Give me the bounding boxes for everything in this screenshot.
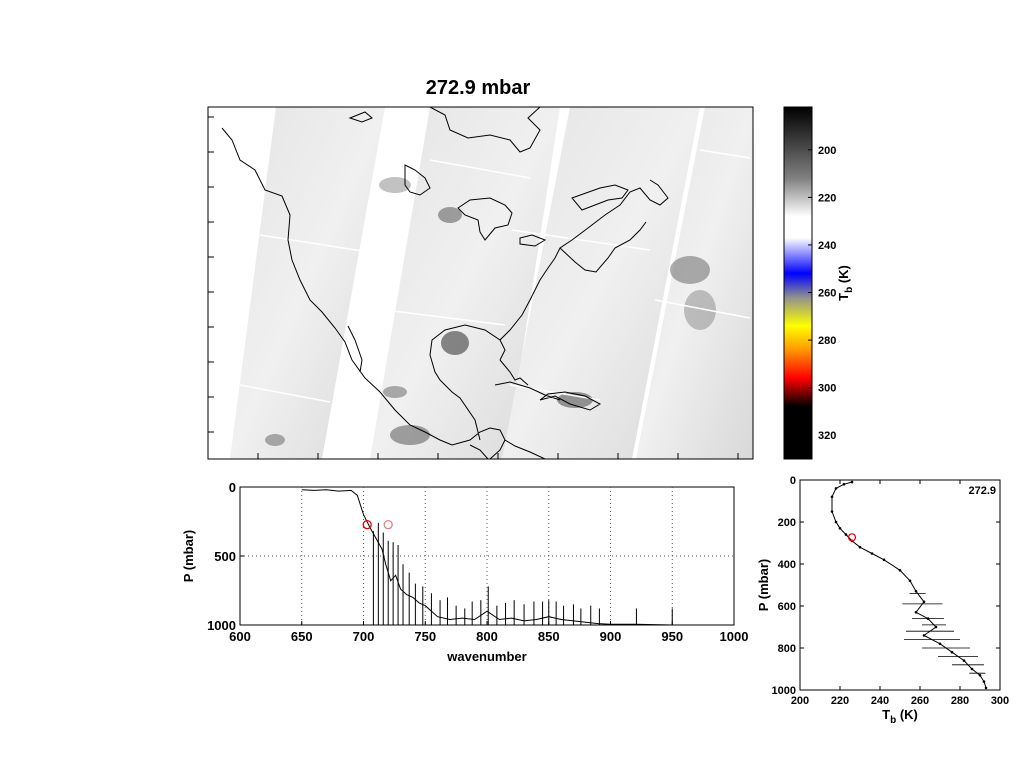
profile-point <box>962 659 966 662</box>
spectrum-x-tick-label: 600 <box>229 629 251 644</box>
profile-point <box>908 579 912 583</box>
coastline <box>221 107 669 459</box>
spectrum-x-tick-label: 900 <box>600 629 622 644</box>
profile-y-tick-label: 800 <box>778 643 796 655</box>
colorbar: 200 220 240 260 280 300 320 Tb (K) <box>783 106 855 460</box>
profile-point <box>838 527 842 530</box>
profile-marker <box>847 533 857 542</box>
profile-point <box>858 545 862 549</box>
colorbar-tick-label: 280 <box>818 335 836 347</box>
profile-point <box>850 480 854 484</box>
swath-1 <box>230 107 385 459</box>
profile-plot <box>830 480 988 690</box>
colorbar-tick-label: 300 <box>818 383 836 395</box>
spectrum-x-tick-label: 750 <box>414 629 436 644</box>
profile-point <box>950 650 954 654</box>
profile-point <box>934 625 938 629</box>
spectrum-y-label: P (mbar) <box>181 530 196 583</box>
spectrum-x-label: wavenumber <box>446 649 526 664</box>
profile-y-tick-label: 200 <box>778 517 796 529</box>
spectrum-x-tick-label: 700 <box>353 629 375 644</box>
profile-x-tick-label: 240 <box>871 695 889 707</box>
profile-x-label: Tb (K) <box>882 707 918 726</box>
profile-y-label: P (mbar) <box>756 559 771 612</box>
profile-point <box>842 482 846 486</box>
profile-y-tick-label: 1000 <box>772 685 796 697</box>
colorbar-label: Tb (K) <box>836 265 855 301</box>
profile-x-tick-label: 200 <box>791 695 809 707</box>
satellite-swaths <box>221 107 753 459</box>
spectrum-marker <box>383 520 393 530</box>
spectrum-grid <box>240 487 734 625</box>
spectrum-y-tick-label: 500 <box>214 549 236 564</box>
spectrum-x-tick-label: 850 <box>538 629 560 644</box>
profile-point <box>834 520 838 524</box>
profile-point <box>922 600 926 604</box>
profile-y-tick-label: 0 <box>790 475 796 487</box>
profile-point <box>870 552 874 555</box>
profile-x-tick-label: 260 <box>911 695 929 707</box>
profile-point <box>978 674 982 677</box>
profile-y-ticks: 0 200 400 600 800 1000 <box>772 475 1000 697</box>
profile-x-ticks: 200 220 240 260 280 300 <box>791 480 1009 707</box>
profile-point <box>970 667 974 671</box>
profile-chart: 200 220 240 260 280 300 0 200 400 600 800 1000 272… <box>756 475 1009 726</box>
colorbar-tick-label: 200 <box>818 145 836 157</box>
profile-point <box>844 533 848 536</box>
spectrum-x-tick-label: 650 <box>291 629 313 644</box>
profile-point <box>882 558 886 562</box>
map-left-ticks <box>208 116 214 433</box>
profile-x-tick-label: 220 <box>831 695 849 707</box>
profile-point <box>982 680 986 683</box>
chart-title: 272.9 mbar <box>426 77 531 99</box>
profile-x-tick-label: 300 <box>991 695 1009 707</box>
spectrum-y-tick-label: 1000 <box>207 618 236 633</box>
profile-y-tick-label: 400 <box>778 559 796 571</box>
colorbar-tick-label: 320 <box>818 430 836 442</box>
profile-point <box>898 569 902 572</box>
spectrum-x-tick-label: 800 <box>476 629 498 644</box>
swath-3 <box>502 107 700 459</box>
profile-point <box>830 495 834 499</box>
spectrum-x-ticks: 600 650 700 750 800 850 900 950 1000 <box>229 621 748 644</box>
profile-point <box>922 634 926 637</box>
map-bottom-ticks <box>257 453 739 459</box>
spectrum-plot <box>301 489 734 626</box>
colorbar-ticks: 200 220 240 260 280 300 320 <box>808 145 836 442</box>
colorbar-tick-label: 260 <box>818 288 836 300</box>
profile-point <box>830 510 834 513</box>
colorbar-tick-label: 220 <box>818 192 836 204</box>
swath-2 <box>370 107 560 459</box>
colorbar-gradient <box>783 106 813 460</box>
spectrum-marker <box>362 520 372 530</box>
colorbar-tick-label: 240 <box>818 240 836 252</box>
profile-x-tick-label: 280 <box>951 695 969 707</box>
profile-point <box>914 611 918 614</box>
satellite-map <box>207 106 754 460</box>
spectrum-x-tick-label: 1000 <box>720 629 749 644</box>
spectrum-chart: 600 650 700 750 800 850 900 950 1000 0 500 1000 wa… <box>181 480 748 664</box>
spectrum-y-tick-label: 0 <box>229 480 236 495</box>
profile-point <box>984 686 988 690</box>
spectrum-x-tick-label: 950 <box>661 629 683 644</box>
profile-point <box>914 590 918 593</box>
profile-annotation: 272.9 <box>968 485 996 497</box>
profile-y-tick-label: 600 <box>778 601 796 613</box>
spectrum-y-ticks: 0 500 1000 <box>207 480 244 633</box>
profile-point <box>834 487 838 490</box>
profile-point <box>938 642 942 646</box>
